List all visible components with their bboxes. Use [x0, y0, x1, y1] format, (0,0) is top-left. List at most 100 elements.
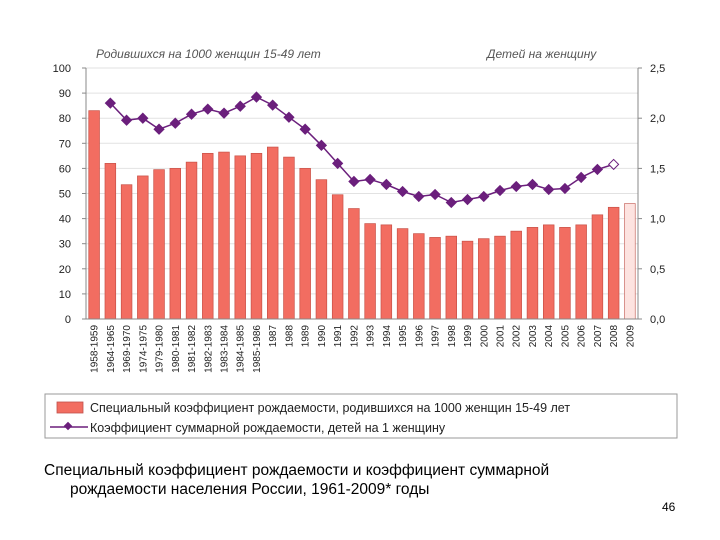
category-label: 2008 — [609, 325, 620, 348]
bar-1995 — [396, 228, 409, 320]
right-tick-label: 1,5 — [650, 163, 665, 175]
bar-1958-1959 — [88, 110, 100, 320]
legend-bar-label: Специальный коэффициент рождаемости, род… — [90, 401, 570, 415]
figure-caption: Специальный коэффициент рождаемости и ко… — [44, 461, 694, 499]
point-2003 — [526, 178, 539, 191]
category-label: 1996 — [414, 325, 425, 348]
point-1998 — [445, 196, 457, 209]
point-1983-1984 — [218, 107, 230, 119]
bar-2006 — [575, 224, 587, 320]
point-2001 — [494, 184, 506, 197]
bar-1984-1985 — [234, 155, 246, 320]
left-tick-label: 80 — [59, 113, 71, 125]
point-2004 — [543, 183, 555, 196]
left-tick-label: 40 — [59, 214, 71, 226]
right-tick-label: 2,5 — [650, 63, 665, 75]
legend: Специальный коэффициент рождаемости, род… — [44, 393, 678, 439]
right-tick-label: 0,0 — [650, 314, 665, 326]
category-label: 1992 — [349, 325, 360, 348]
category-label: 1987 — [268, 325, 279, 348]
bar-1989 — [299, 168, 311, 320]
bar-1982-1983 — [202, 152, 214, 320]
bar-2008 — [607, 206, 620, 320]
left-tick-label: 30 — [59, 239, 71, 251]
left-tick-label: 90 — [59, 88, 71, 100]
category-label: 2005 — [560, 325, 571, 348]
category-label: 1991 — [333, 325, 344, 348]
bar-series — [88, 110, 636, 320]
bar-1980-1981 — [169, 168, 182, 320]
point-1969-1970 — [120, 114, 133, 126]
category-label: 2009 — [625, 325, 636, 348]
bar-1985-1986 — [250, 152, 263, 320]
category-label: 1999 — [463, 325, 474, 348]
category-label: 1983-1984 — [220, 325, 231, 373]
right-tick-label: 0,5 — [650, 264, 665, 276]
bar-1987 — [266, 146, 279, 320]
bar-1988 — [283, 156, 295, 320]
left-axis-title: Родившихся на 1000 женщин 15-49 лет — [96, 47, 321, 61]
category-label: 2003 — [528, 325, 539, 348]
legend-box — [44, 393, 678, 439]
point-2002 — [510, 180, 522, 193]
category-label: 1997 — [431, 325, 442, 348]
bar-1998 — [445, 235, 458, 320]
legend-line-marker — [63, 421, 73, 431]
bar-1979-1980 — [153, 169, 165, 320]
point-1985-1986 — [250, 91, 263, 103]
point-1990 — [315, 139, 328, 151]
legend-line-label: Коэффициент суммарной рождаемости, детей… — [90, 421, 446, 435]
caption-line-1: Специальный коэффициент рождаемости и ко… — [44, 462, 550, 479]
point-1996 — [413, 190, 425, 203]
point-1981-1982 — [185, 108, 198, 120]
point-1995 — [396, 185, 409, 198]
right-tick-label: 2,0 — [650, 113, 665, 125]
category-label: 2000 — [479, 325, 490, 348]
category-label: 2001 — [496, 325, 507, 348]
bar-2004 — [542, 224, 555, 320]
bar-1993 — [364, 223, 376, 320]
right-axis-title: Детей на женщину — [485, 47, 597, 61]
bar-1983-1984 — [218, 151, 230, 320]
category-label: 1990 — [317, 325, 328, 348]
point-2006 — [575, 171, 587, 184]
point-2008 — [607, 158, 620, 171]
bar-1999 — [461, 240, 474, 320]
line-series — [104, 91, 620, 209]
point-2007 — [591, 163, 604, 176]
bar-1991 — [331, 194, 344, 320]
point-1987 — [267, 99, 279, 111]
category-label: 1998 — [447, 325, 458, 348]
right-tick-label: 1,0 — [650, 214, 665, 226]
bar-1969-1970 — [120, 184, 133, 320]
bar-1994 — [380, 224, 393, 320]
point-1974-1975 — [137, 112, 149, 124]
left-tick-label: 100 — [53, 63, 71, 75]
category-label: 1994 — [382, 325, 393, 348]
point-1979-1980 — [153, 123, 165, 135]
category-label: 1989 — [301, 325, 312, 348]
point-2005 — [559, 182, 571, 195]
bar-2005 — [559, 227, 571, 320]
point-1993 — [364, 173, 376, 186]
point-1997 — [429, 188, 441, 201]
bar-1990 — [315, 179, 328, 320]
point-1994 — [380, 178, 393, 191]
point-1989 — [299, 123, 311, 135]
bar-2000 — [478, 238, 490, 320]
caption-line-2: рождаемости населения России, 1961-2009*… — [70, 481, 430, 498]
left-tick-label: 50 — [59, 189, 71, 201]
point-1964-1965 — [104, 97, 116, 109]
page-number: 46 — [662, 500, 676, 514]
legend-bar-swatch — [56, 401, 84, 414]
point-1980-1981 — [169, 117, 181, 129]
category-label: 2006 — [577, 325, 588, 348]
left-tick-label: 60 — [59, 163, 71, 175]
point-2000 — [478, 190, 490, 203]
point-1992 — [348, 175, 360, 188]
category-label: 1974-1975 — [138, 325, 149, 373]
category-label: 1964-1965 — [106, 325, 117, 373]
category-label: 1985-1986 — [252, 325, 263, 373]
bar-1992 — [348, 208, 360, 320]
point-1999 — [461, 193, 474, 206]
